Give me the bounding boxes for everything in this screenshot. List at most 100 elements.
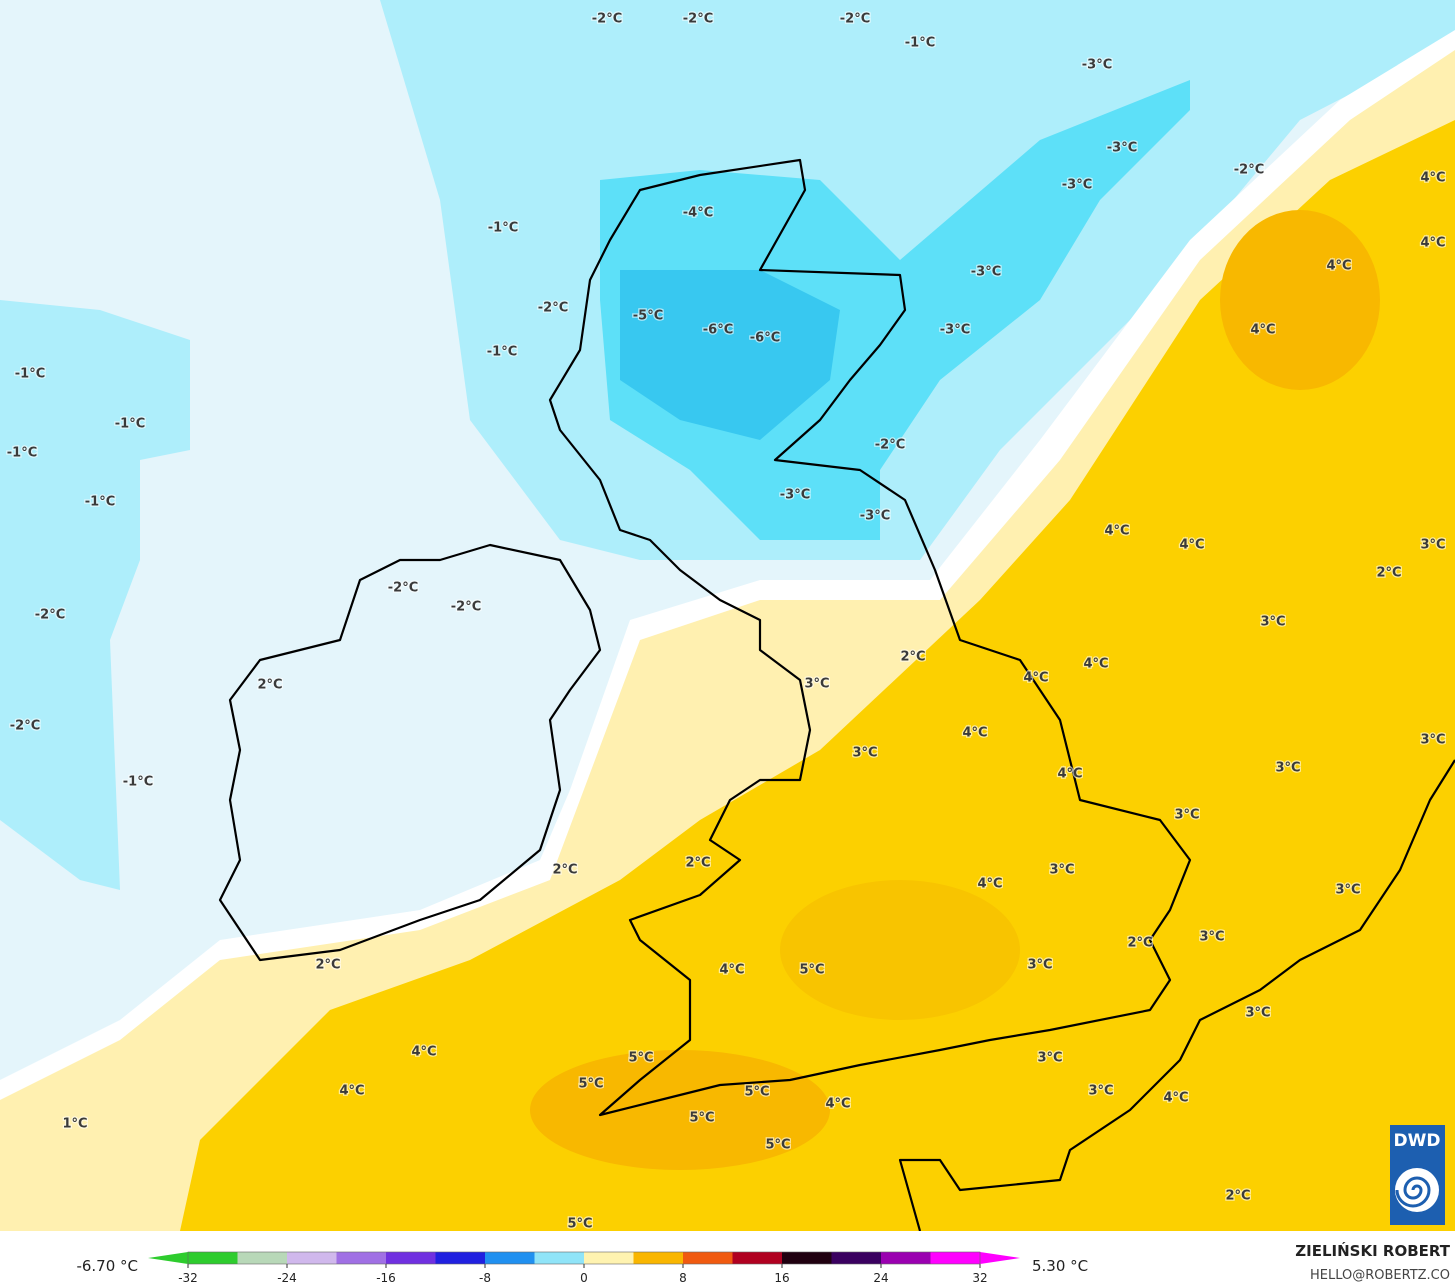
colorbar-segment [633,1252,684,1264]
temperature-label: 5°C [765,1138,790,1153]
colorbar-segment [881,1252,931,1264]
colorbar-tick-label: 24 [873,1271,888,1285]
temperature-label: 4°C [1420,171,1445,186]
temperature-label: 2°C [685,856,710,871]
temperature-label: 3°C [1199,930,1224,945]
temperature-label: 3°C [1027,958,1052,973]
temperature-label: 4°C [962,726,987,741]
temperature-label: 5°C [744,1085,769,1100]
temperature-label: 5°C [628,1051,653,1066]
temperature-label: -2°C [451,600,481,615]
colorbar-tick-label: -32 [178,1271,198,1285]
colorbar-segment [683,1252,733,1264]
temperature-label: 2°C [315,958,340,973]
colorbar-max-arrow [980,1252,1020,1264]
temperature-label: -2°C [1234,163,1264,178]
temperature-label: -2°C [683,12,713,27]
temperature-label: -3°C [971,265,1001,280]
temperature-label: 3°C [1049,863,1074,878]
temperature-label: -3°C [860,509,890,524]
temperature-label: -5°C [633,309,663,324]
temperature-label: -1°C [115,417,145,432]
temperature-label: 3°C [1174,808,1199,823]
temperature-label: -1°C [7,446,37,461]
colorbar-segment [435,1252,486,1264]
logo-text: DWD [1394,1131,1441,1151]
temperature-label: -3°C [1107,141,1137,156]
temperature-label: 4°C [719,963,744,978]
coastlines [218,158,1455,1232]
colorbar-tick-label: 16 [774,1271,789,1285]
temperature-label: -1°C [488,221,518,236]
temperature-label: 5°C [799,963,824,978]
colorbar: -32 -24 -16 -8 0 8 16 24 32 [148,1251,1020,1285]
temperature-label: -2°C [875,438,905,453]
temperature-label: 4°C [1179,538,1204,553]
temperature-label: 5°C [578,1077,603,1092]
temperature-label: 3°C [1420,733,1445,748]
colorbar-tick-label: -8 [479,1271,491,1285]
colorbar-segment [287,1252,337,1264]
colorbar-segment [485,1252,535,1264]
temperature-label: 3°C [1275,761,1300,776]
colorbar-segment [336,1252,387,1264]
temperature-label: 4°C [1326,259,1351,274]
temperature-label: -2°C [35,608,65,623]
temperature-label: -2°C [388,581,418,596]
colorbar-segment [782,1252,832,1264]
temperature-label: -3°C [780,488,810,503]
dwd-logo: DWD [1390,1125,1445,1225]
temperature-label: -2°C [840,12,870,27]
temperature-label: 2°C [1127,936,1152,951]
temperature-label: 3°C [1037,1051,1062,1066]
temperature-label: 4°C [1420,236,1445,251]
temperature-label: -2°C [592,12,622,27]
colorbar-segment [584,1252,634,1264]
temperature-label: 2°C [1225,1189,1250,1204]
temperature-label: 4°C [977,877,1002,892]
temperature-label: 4°C [1250,323,1275,338]
email: HELLO@ROBERTZ.CO [1310,1268,1450,1283]
temperature-label: -2°C [538,301,568,316]
temperature-label: 4°C [1083,657,1108,672]
temperature-label: 4°C [339,1084,364,1099]
temperature-label: -6°C [750,331,780,346]
temperature-label: -1°C [905,36,935,51]
temperature-label: 4°C [825,1097,850,1112]
temperature-label: 2°C [257,678,282,693]
temperature-label: 1°C [62,1117,87,1132]
temperature-label: 4°C [411,1045,436,1060]
temperature-label: 2°C [900,650,925,665]
temperature-label: 4°C [1023,671,1048,686]
temperature-label: -1°C [487,345,517,360]
temperature-label: -4°C [683,206,713,221]
colorbar-min: -6.70 °C [76,1257,138,1275]
temperature-label: 5°C [689,1111,714,1126]
colorbar-min-arrow [148,1252,188,1264]
temperature-labels: -2°C -2°C -2°C -1°C -3°C -3°C -3°C -2°C 4°C 4°C 4°… [6,10,1447,1233]
temperature-label: 4°C [1057,767,1082,782]
temperature-label: 3°C [1335,883,1360,898]
colorbar-segment [831,1252,882,1264]
temperature-label: 4°C [1163,1091,1188,1106]
temperature-label: -3°C [1082,58,1112,73]
temperature-label: 5°C [567,1217,592,1232]
temperature-label: 3°C [1420,538,1445,553]
colorbar-tick-label: 0 [580,1271,588,1285]
temperature-label: 2°C [552,863,577,878]
temperature-label: -2°C [10,719,40,734]
temperature-label: -1°C [85,495,115,510]
colorbar-tick-label: -24 [277,1271,297,1285]
temperature-label: -1°C [123,775,153,790]
temperature-label: 4°C [1104,524,1129,539]
author: ZIELIŃSKI ROBERT [1295,1241,1450,1260]
temperature-label: 3°C [1088,1084,1113,1099]
colorbar-tick-label: -16 [376,1271,396,1285]
temperature-label: 3°C [1245,1006,1270,1021]
colorbar-segment [188,1252,238,1264]
colorbar-tick-label: 32 [972,1271,987,1285]
map-background [0,0,1455,1231]
temperature-label: 2°C [1376,566,1401,581]
colorbar-segment [237,1252,288,1264]
